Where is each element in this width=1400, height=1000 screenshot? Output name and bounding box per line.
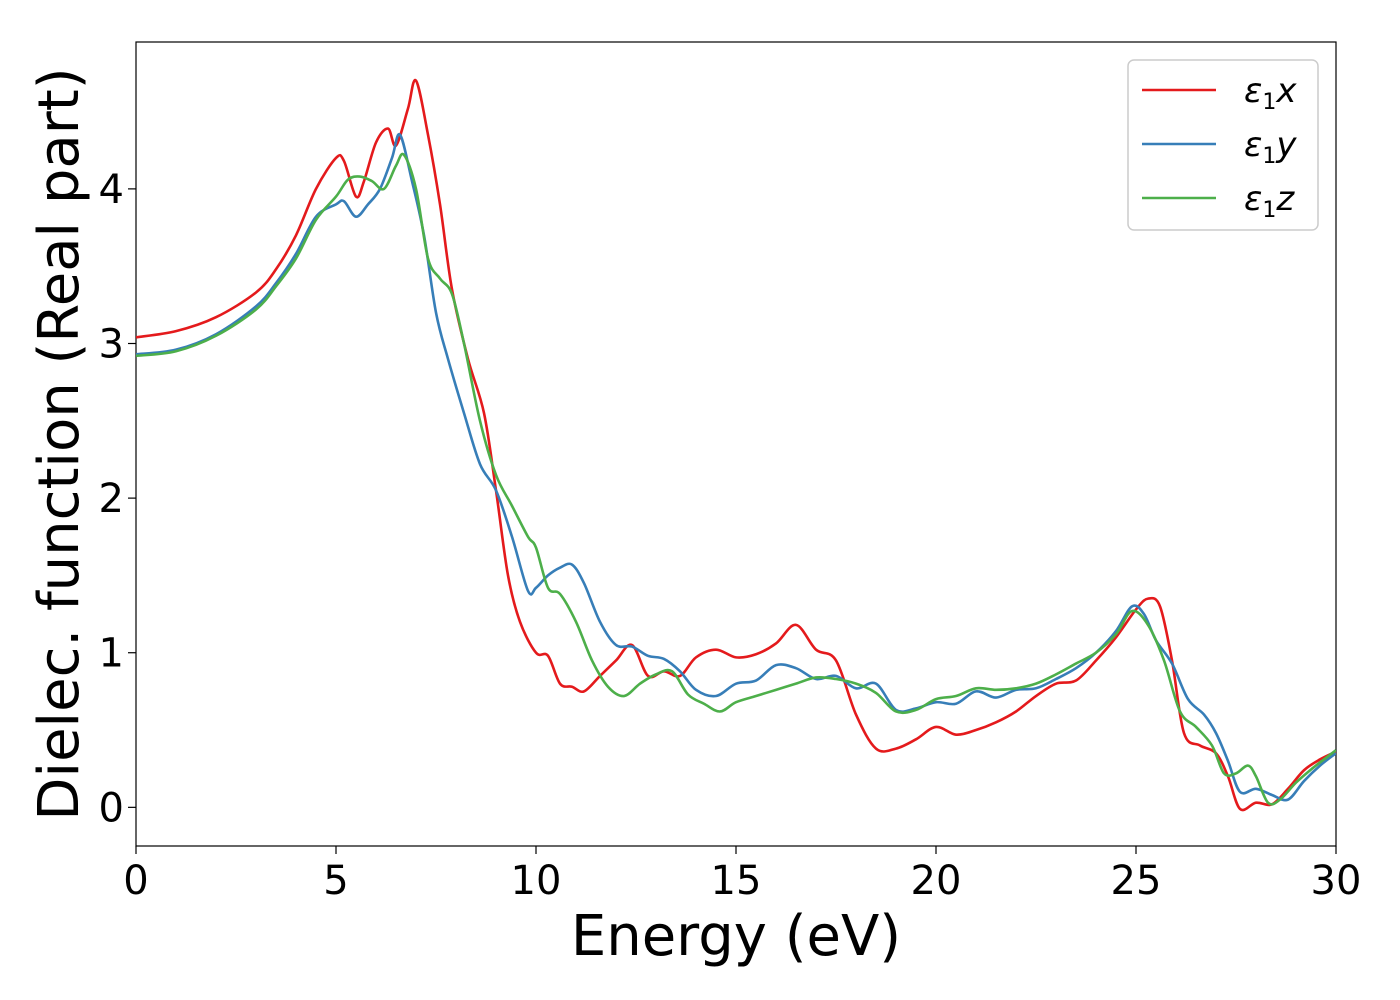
series-layer	[136, 78, 1336, 812]
legend: ε1x ε1y ε1z	[1127, 59, 1319, 231]
legend-label-z: ε1z	[1244, 179, 1295, 223]
y-tick-label: 3	[99, 322, 124, 368]
x-tick-label: 10	[511, 858, 562, 904]
series-line-y	[136, 132, 1336, 802]
x-tick-label: 30	[1311, 858, 1362, 904]
x-tick-label: 5	[323, 858, 348, 904]
x-axis-ticks: 0 5 10 15 20 25 30	[123, 846, 1361, 904]
x-tick-label: 0	[123, 858, 148, 904]
y-axis-ticks: 0 1 2 3 4	[99, 167, 136, 831]
x-tick-label: 15	[711, 858, 762, 904]
series-line-x	[136, 78, 1336, 812]
series-line-z	[136, 152, 1336, 806]
y-axis-title: Dielec. function (Real part)	[27, 67, 92, 820]
y-tick-label: 0	[99, 785, 124, 831]
x-axis-title: Energy (eV)	[571, 904, 901, 969]
y-tick-label: 2	[99, 476, 124, 522]
y-tick-label: 1	[99, 631, 124, 677]
legend-label-x: ε1x	[1244, 71, 1297, 115]
x-tick-label: 20	[911, 858, 962, 904]
legend-box	[1127, 59, 1319, 231]
y-tick-label: 4	[99, 167, 124, 213]
x-tick-label: 25	[1111, 858, 1162, 904]
legend-label-y: ε1y	[1244, 125, 1297, 169]
